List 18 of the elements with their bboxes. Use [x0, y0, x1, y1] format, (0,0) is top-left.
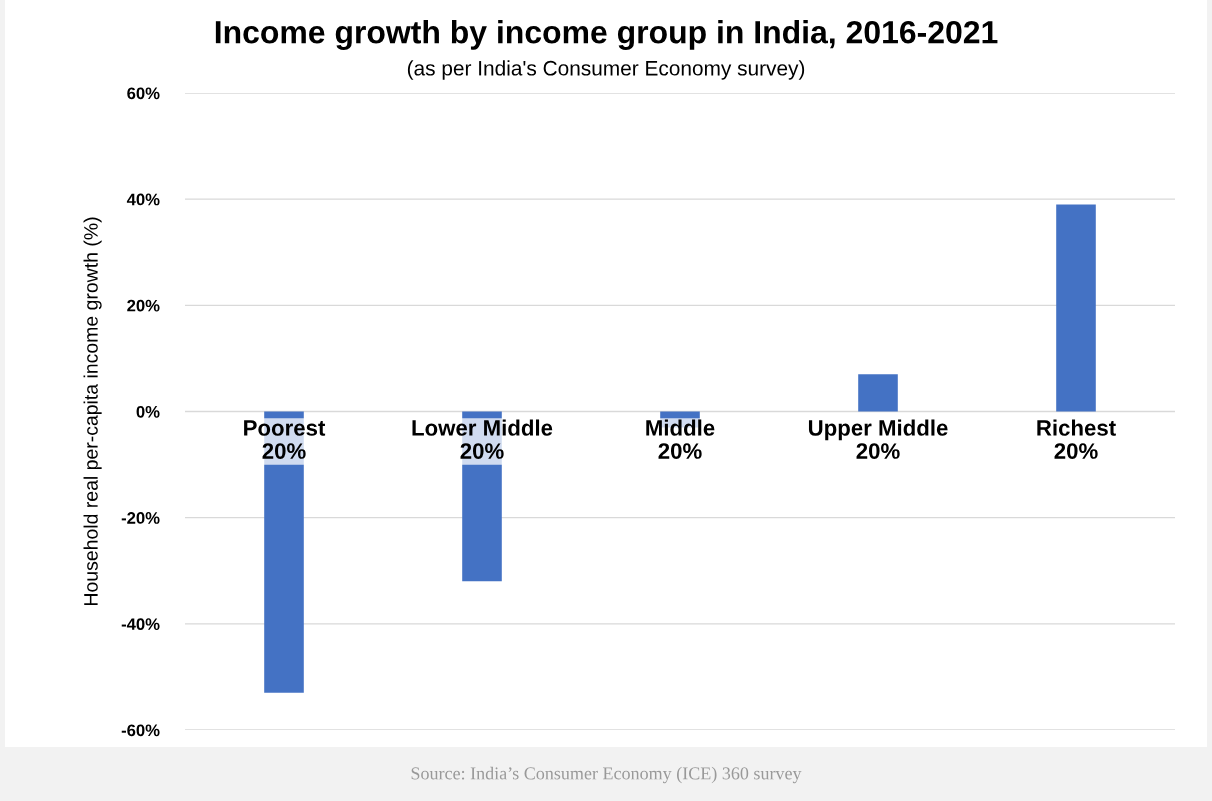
y-tick-label: -60% — [121, 724, 160, 737]
y-tick-label: 60% — [127, 87, 160, 100]
chart-title: Income growth by income group in India, 2016-2021 — [215, 20, 998, 50]
x-tick-label: Lower Middle 20% — [412, 419, 553, 459]
chart-subtitle: (as per India's Consumer Economy survey) — [407, 60, 805, 80]
source-note: Source: India’s Consumer Economy (ICE) 360 survey — [411, 766, 802, 784]
bar — [858, 374, 898, 412]
x-tick-label: Middle 20% — [646, 419, 715, 459]
y-tick-label: 0% — [136, 405, 160, 418]
y-tick-label: 40% — [126, 193, 160, 206]
y-tick-label: 20% — [127, 299, 160, 312]
x-tick-label: Richest 20% — [1037, 419, 1116, 459]
bar — [1056, 204, 1096, 412]
x-tick-label: Upper Middle 20% — [808, 419, 948, 459]
y-tick-label: -40% — [121, 618, 160, 631]
y-tick-label: -20% — [121, 512, 160, 524]
y-axis-title: Household real per-capita income growth (%) — [83, 217, 102, 605]
x-tick-label: Poorest 20% — [244, 420, 326, 459]
